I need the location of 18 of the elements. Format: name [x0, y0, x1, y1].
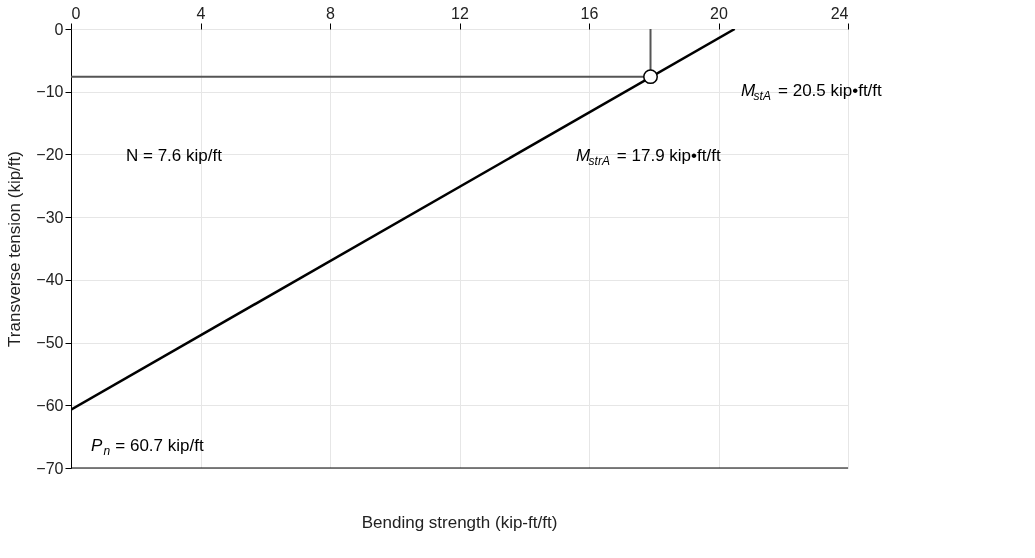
y-tick-label: 0	[54, 20, 64, 38]
x-tick-label: 8	[326, 4, 336, 22]
annotation: N = 7.6 kip/ft	[126, 146, 223, 165]
x-tick-label: 20	[710, 4, 728, 22]
x-tick-label: 16	[580, 4, 599, 22]
y-tick-label: −70	[36, 459, 64, 477]
y-tick-label: −50	[36, 334, 64, 352]
y-tick-label: −20	[36, 145, 64, 163]
x-tick-label: 12	[451, 4, 469, 22]
y-tick-label: −40	[36, 271, 64, 289]
y-tick-label: −60	[36, 396, 64, 414]
x-tick-label: 24	[830, 4, 849, 22]
x-axis-title: Bending strength (kip-ft/ft)	[361, 513, 558, 532]
x-tick-label: 4	[196, 4, 206, 22]
y-tick-label: −10	[36, 83, 64, 101]
y-tick-label: −30	[36, 208, 64, 226]
y-axis-title: Transverse tension (kip/ft)	[5, 151, 25, 347]
x-tick-label: 0	[71, 4, 81, 22]
